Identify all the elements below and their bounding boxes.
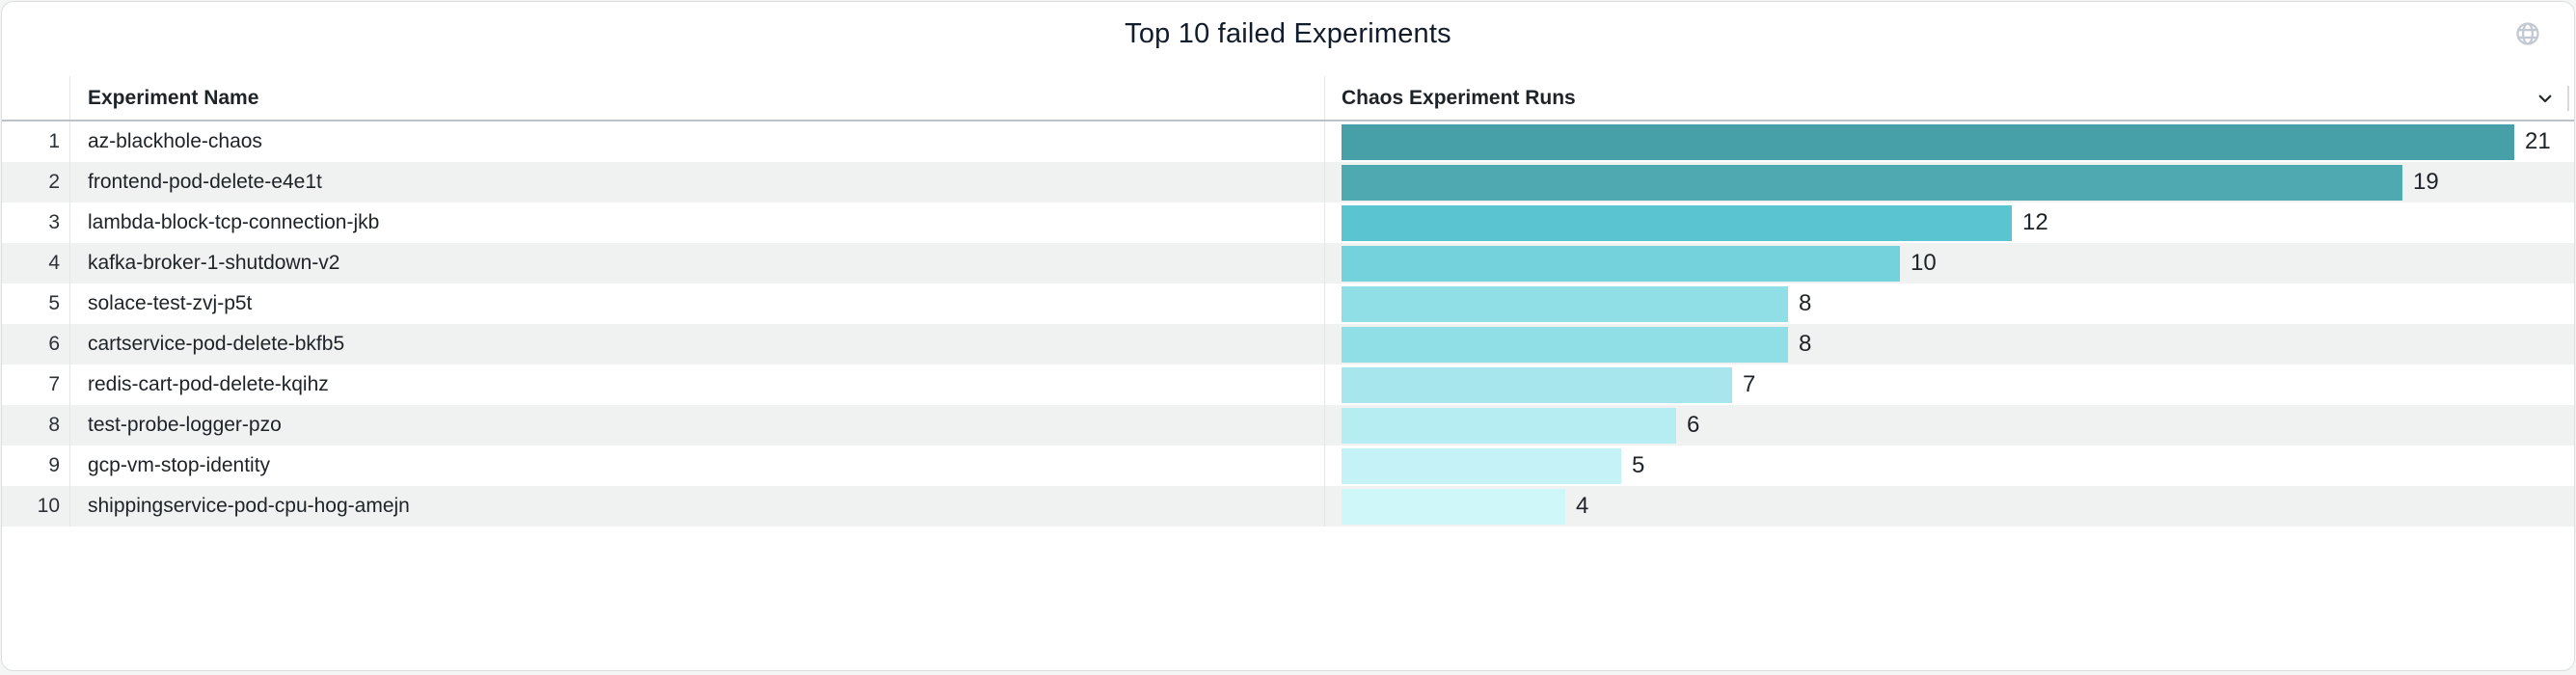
bar: [1342, 407, 1676, 444]
bar-cell: 8: [1325, 324, 2574, 364]
bar-cell: 8: [1325, 284, 2574, 324]
bar: [1342, 245, 1900, 282]
bar-value-label: 7: [1743, 371, 1756, 397]
experiment-name: shippingservice-pod-cpu-hog-amejn: [70, 486, 1325, 526]
table-row: 4 kafka-broker-1-shutdown-v2 10: [2, 243, 2574, 284]
experiment-name: cartservice-pod-delete-bkfb5: [70, 324, 1325, 364]
row-number: 1: [2, 122, 70, 162]
row-number: 8: [2, 405, 70, 446]
bar-cell: 6: [1325, 405, 2574, 446]
bar-cell: 21: [1325, 122, 2574, 162]
experiment-name: gcp-vm-stop-identity: [70, 446, 1325, 486]
table-row: 2 frontend-pod-delete-e4e1t 19: [2, 162, 2574, 202]
table-row: 10 shippingservice-pod-cpu-hog-amejn 4: [2, 486, 2574, 526]
bar: [1342, 488, 1565, 525]
table-header-row: Experiment Name Chaos Experiment Runs: [2, 76, 2574, 122]
row-number: 9: [2, 446, 70, 486]
experiment-name: redis-cart-pod-delete-kqihz: [70, 364, 1325, 405]
bar: [1342, 164, 2402, 201]
bar-value-label: 10: [1911, 250, 1937, 276]
row-number: 7: [2, 364, 70, 405]
bar-value-label: 19: [2413, 169, 2439, 195]
bar-value-label: 5: [1632, 452, 1645, 478]
chevron-down-icon[interactable]: [2536, 90, 2554, 107]
bar-value-label: 12: [2022, 209, 2048, 235]
bar-cell: 4: [1325, 486, 2574, 526]
table-row: 1 az-blackhole-chaos 21: [2, 122, 2574, 162]
panel-title: Top 10 failed Experiments: [1125, 18, 1451, 49]
table-row: 9 gcp-vm-stop-identity 5: [2, 446, 2574, 486]
bar-cell: 7: [1325, 364, 2574, 405]
experiment-name: test-probe-logger-pzo: [70, 405, 1325, 446]
panel-header: Top 10 failed Experiments: [2, 2, 2574, 76]
bar: [1342, 366, 1732, 403]
column-header-label: Chaos Experiment Runs: [1342, 86, 1576, 109]
experiment-name: solace-test-zvj-p5t: [70, 284, 1325, 324]
bar-cell: 10: [1325, 243, 2574, 284]
row-number-column-header: [2, 76, 70, 120]
table-row: 5 solace-test-zvj-p5t 8: [2, 284, 2574, 324]
row-number: 4: [2, 243, 70, 284]
bar-value-label: 6: [1687, 412, 1700, 438]
column-header-experiment-name[interactable]: Experiment Name: [70, 76, 1325, 120]
row-number: 5: [2, 284, 70, 324]
bar: [1342, 447, 1621, 484]
experiment-name: kafka-broker-1-shutdown-v2: [70, 243, 1325, 284]
table-row: 3 lambda-block-tcp-connection-jkb 12: [2, 202, 2574, 243]
bar: [1342, 326, 1788, 363]
experiment-name: az-blackhole-chaos: [70, 122, 1325, 162]
row-number: 2: [2, 162, 70, 202]
bar-cell: 5: [1325, 446, 2574, 486]
column-header-chaos-experiment-runs[interactable]: Chaos Experiment Runs: [1325, 76, 2574, 120]
table-row: 7 redis-cart-pod-delete-kqihz 7: [2, 364, 2574, 405]
bar-value-label: 21: [2525, 128, 2551, 154]
table-row: 8 test-probe-logger-pzo 6: [2, 405, 2574, 446]
header-end-divider: [2567, 85, 2569, 111]
panel-links-globe-icon[interactable]: [2514, 20, 2541, 47]
bar-value-label: 4: [1576, 493, 1589, 519]
table-row: 6 cartservice-pod-delete-bkfb5 8: [2, 324, 2574, 364]
experiment-name: frontend-pod-delete-e4e1t: [70, 162, 1325, 202]
table-body: 1 az-blackhole-chaos 21 2 frontend-pod-delet…: [2, 122, 2574, 526]
bar-cell: 12: [1325, 202, 2574, 243]
experiment-name: lambda-block-tcp-connection-jkb: [70, 202, 1325, 243]
bar: [1342, 204, 2012, 241]
row-number: 10: [2, 486, 70, 526]
bar: [1342, 123, 2514, 160]
bar-cell: 19: [1325, 162, 2574, 202]
row-number: 3: [2, 202, 70, 243]
bar-value-label: 8: [1799, 290, 1812, 316]
bar-value-label: 8: [1799, 331, 1812, 357]
bar: [1342, 285, 1788, 322]
row-number: 6: [2, 324, 70, 364]
